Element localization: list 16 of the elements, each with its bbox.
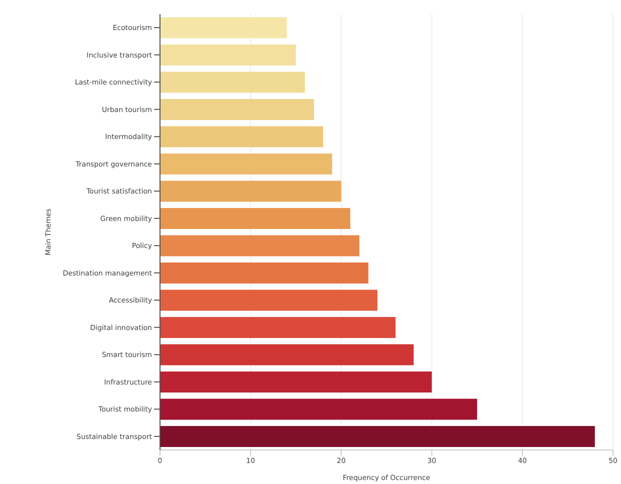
- bar: [160, 426, 595, 448]
- bar: [160, 235, 360, 256]
- bar: [160, 398, 478, 420]
- bar: [160, 17, 287, 38]
- bar: [160, 262, 368, 284]
- bar: [160, 126, 324, 148]
- bar: [160, 317, 396, 338]
- bar: [160, 154, 332, 175]
- bar: [160, 99, 314, 120]
- bar: [160, 290, 378, 311]
- bar: [160, 180, 342, 202]
- bar: [160, 344, 414, 366]
- bar: [160, 372, 432, 393]
- bar: [160, 72, 305, 93]
- bar: [160, 208, 350, 230]
- bar: [160, 44, 296, 66]
